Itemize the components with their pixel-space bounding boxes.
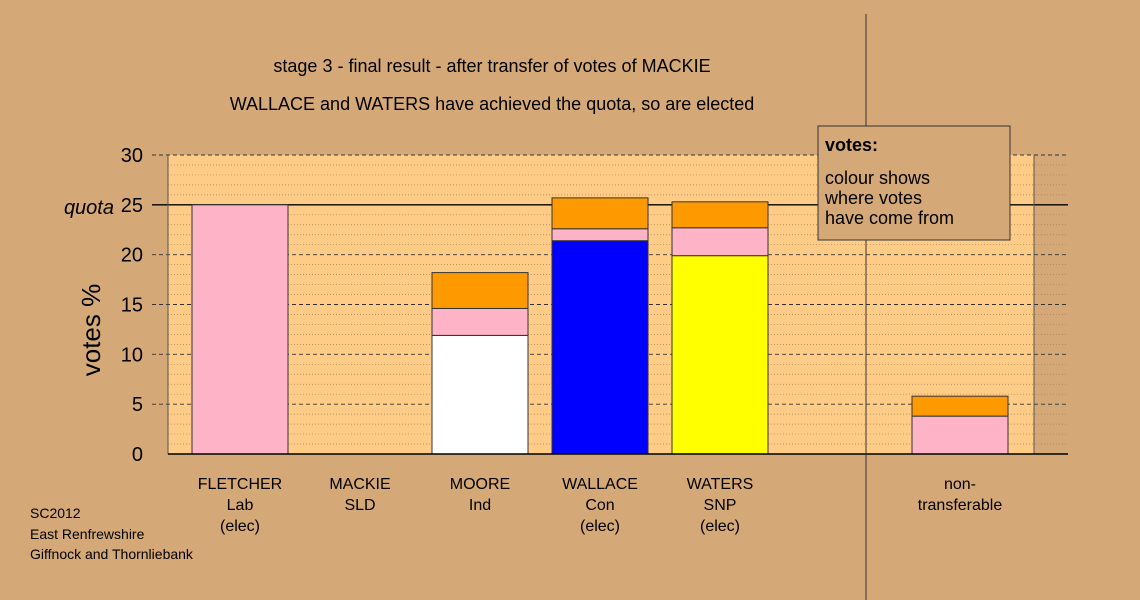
bar-segment	[671, 227, 769, 257]
x-category-label: SLD	[344, 497, 375, 514]
y-tick-label: 10	[121, 344, 143, 366]
chart-subtitle: WALLACE and WATERS have achieved the quo…	[230, 94, 755, 114]
x-category-label: Con	[585, 497, 614, 514]
quota-label: quota	[64, 197, 114, 219]
legend: votes: colour shows where votes have com…	[817, 125, 1011, 241]
footer: SC2012 East Renfrewshire Giffnock and Th…	[30, 505, 194, 562]
bar-segment	[431, 334, 529, 455]
y-tick-label: 25	[121, 195, 143, 217]
chart-title: stage 3 - final result - after transfer …	[273, 56, 710, 76]
y-tick-label: 15	[121, 295, 143, 317]
bar-segment	[911, 415, 1009, 455]
x-category-labels: FLETCHER Lab (elec) MACKIE SLD MOORE Ind WALLAC…	[198, 476, 1003, 535]
footer-line: Giffnock and Thornliebank	[30, 546, 194, 562]
bars	[191, 197, 1009, 455]
x-category-label: MOORE	[450, 476, 510, 493]
bar-segment	[431, 307, 529, 336]
y-tick-label: 5	[132, 394, 143, 416]
bar-segment	[671, 255, 769, 455]
bar-segment	[431, 272, 529, 309]
footer-line: SC2012	[30, 505, 81, 521]
bar-segment	[551, 197, 649, 230]
x-category-label: WALLACE	[562, 476, 638, 493]
x-category-label: FLETCHER	[198, 476, 282, 493]
y-tick-label: 0	[132, 444, 143, 466]
x-category-label: non-	[944, 476, 976, 493]
y-tick-label: 30	[121, 145, 143, 167]
x-category-label: (elec)	[220, 518, 260, 535]
bar-segment	[551, 228, 649, 242]
y-tick-labels: 0 5 10 15 20 25 30	[121, 145, 143, 466]
bar-segment	[911, 395, 1009, 417]
x-category-label: MACKIE	[329, 476, 390, 493]
legend-box	[817, 125, 1011, 241]
bar-segment	[671, 201, 769, 229]
y-tick-label: 20	[121, 245, 143, 267]
x-category-label: Lab	[227, 497, 254, 514]
x-category-label: Ind	[469, 497, 491, 514]
x-category-label: SNP	[704, 497, 737, 514]
legend-line: colour shows	[825, 168, 930, 188]
x-category-label: transferable	[918, 497, 1003, 514]
x-category-label: (elec)	[580, 518, 620, 535]
footer-line: East Renfrewshire	[30, 526, 145, 542]
bar-segment	[551, 240, 649, 455]
legend-line: where votes	[824, 188, 922, 208]
legend-title: votes:	[825, 135, 878, 155]
legend-line: have come from	[825, 208, 954, 228]
bar-segment	[191, 204, 289, 455]
x-category-label: WATERS	[687, 476, 754, 493]
x-category-label: (elec)	[700, 518, 740, 535]
y-axis-label: votes %	[76, 284, 106, 377]
